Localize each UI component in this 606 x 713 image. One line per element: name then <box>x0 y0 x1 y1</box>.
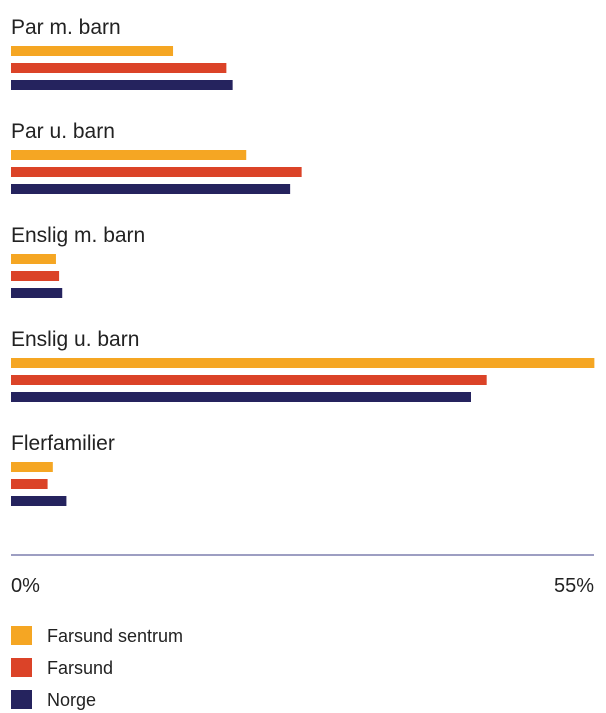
bar <box>11 271 60 281</box>
category-group: Flerfamilier <box>11 432 115 506</box>
bar <box>11 496 67 506</box>
x-tick-label-min: 0% <box>11 575 40 597</box>
bar <box>11 392 471 402</box>
category-label: Enslig m. barn <box>11 224 145 247</box>
category-group: Enslig u. barn <box>11 328 595 402</box>
category-label: Enslig u. barn <box>11 328 139 351</box>
legend-item: Norge <box>11 690 96 710</box>
bar <box>11 46 174 56</box>
bar <box>11 462 53 472</box>
legend-item: Farsund sentrum <box>11 626 183 646</box>
bar <box>11 479 48 489</box>
category-label: Par m. barn <box>11 16 121 39</box>
x-tick-label-max: 55% <box>554 575 594 597</box>
category-label: Par u. barn <box>11 120 115 143</box>
bar <box>11 288 63 298</box>
legend-label: Farsund <box>47 658 113 678</box>
legend: Farsund sentrum Farsund Norge <box>11 626 183 710</box>
categories: Par m. barn Par u. barn Enslig m. barn Ensl… <box>11 16 595 506</box>
bar <box>11 80 233 90</box>
legend-label: Norge <box>47 690 96 710</box>
bar <box>11 150 247 160</box>
category-label: Flerfamilier <box>11 432 115 455</box>
legend-swatch <box>11 658 32 677</box>
legend-label: Farsund sentrum <box>47 626 183 646</box>
bar <box>11 63 227 73</box>
legend-swatch <box>11 626 32 645</box>
legend-swatch <box>11 690 32 709</box>
bar <box>11 375 487 385</box>
bar <box>11 184 291 194</box>
bar <box>11 254 56 264</box>
bar <box>11 358 595 368</box>
category-group: Par u. barn <box>11 120 302 194</box>
category-group: Enslig m. barn <box>11 224 145 298</box>
legend-item: Farsund <box>11 658 113 678</box>
bar <box>11 167 302 177</box>
category-group: Par m. barn <box>11 16 233 90</box>
